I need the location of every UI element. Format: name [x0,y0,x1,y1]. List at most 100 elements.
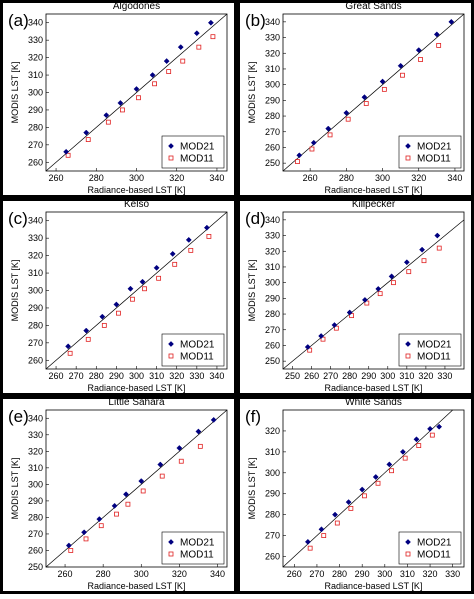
y-tick-label: 310 [28,268,43,278]
one-to-one-line [45,211,228,370]
point [309,146,315,152]
legend-label: MOD21 [180,340,215,351]
x-tick-label: 300 [129,173,144,183]
y-tick-label: 280 [265,309,280,319]
point [153,264,160,271]
x-tick-label: 340 [210,569,225,579]
y-tick-label: 270 [265,325,280,335]
point [130,296,135,302]
x-tick-label: 320 [169,173,184,183]
point [304,538,311,545]
x-tick-label: 320 [418,371,433,381]
y-tick-label: 320 [28,446,43,456]
point [436,423,443,430]
x-tick-label: 280 [96,569,111,579]
point [67,350,73,356]
point [321,533,327,538]
x-tick-label: 280 [332,569,347,579]
y-tick-label: 280 [28,512,43,522]
legend-box [398,135,462,169]
point [386,461,393,468]
point [433,31,440,38]
point [363,101,369,106]
point [125,501,131,507]
point [65,542,72,549]
point [375,480,381,486]
point [362,493,367,499]
y-tick-label: 260 [265,552,280,562]
point [65,152,71,158]
point [139,278,146,285]
y-tick-label: 280 [28,122,43,132]
y-tick-label: 300 [265,80,280,90]
x-tick-label: 330 [445,569,460,579]
one-to-one-line [282,219,465,370]
point [172,261,178,267]
legend-marker [405,539,411,545]
point [83,129,90,136]
point [180,58,186,64]
point [434,232,441,239]
x-tick-label: 260 [287,569,302,579]
point [177,44,184,51]
y-tick-label: 300 [28,479,43,489]
point [103,112,110,119]
point [361,94,368,101]
x-tick-label: 330 [437,371,452,381]
point [127,285,134,292]
point [310,139,317,146]
y-tick-label: 270 [265,127,280,137]
panel-label: (d) [245,209,266,228]
y-tick-label: 330 [265,231,280,241]
x-tick-label: 280 [339,173,354,183]
y-tick-label: 290 [265,293,280,303]
legend-label: MOD11 [180,550,214,561]
y-tick-label: 320 [265,48,280,58]
point [203,224,210,231]
x-tick-label: 300 [380,371,395,381]
y-tick-label: 290 [28,303,43,313]
legend-marker [168,341,174,347]
point [152,81,158,87]
panel-title: Great Sands [345,1,401,12]
point [83,536,89,542]
legend-box [398,333,462,367]
one-to-one-line [45,409,228,568]
point [105,119,111,125]
y-axis-label: MODIS LST [K] [247,458,257,520]
x-tick-label: 340 [447,173,462,183]
point [415,47,422,54]
y-tick-label: 340 [265,215,280,225]
y-tick-label: 310 [265,262,280,272]
legend-label: MOD21 [180,538,215,549]
point [372,474,379,480]
point [210,416,217,423]
y-tick-label: 300 [28,88,43,98]
y-axis-label: MODIS LST [K] [10,260,20,322]
point [348,505,354,511]
x-tick-label: 260 [304,371,319,381]
point [98,523,104,529]
point [436,43,442,48]
point [402,455,408,461]
point [331,322,338,328]
y-tick-label: 340 [28,216,43,226]
legend-label: MOD21 [417,340,452,351]
point [163,58,170,65]
panel-title: Kelso [124,199,149,210]
point [156,275,162,281]
legend-marker [405,341,411,347]
panel-label: (f) [245,407,261,426]
y-tick-label: 270 [28,140,43,150]
y-axis-label: MODIS LST [K] [247,260,257,322]
x-axis-label: Radiance-based LST [K] [88,383,186,393]
y-tick-label: 260 [265,142,280,152]
point [364,300,370,306]
legend-box [161,135,225,169]
x-tick-label: 340 [209,173,224,183]
y-tick-label: 290 [265,95,280,105]
x-tick-label: 260 [303,173,318,183]
y-tick-label: 270 [265,531,280,541]
x-tick-label: 270 [309,569,324,579]
y-axis-label: MODIS LST [K] [10,458,20,520]
